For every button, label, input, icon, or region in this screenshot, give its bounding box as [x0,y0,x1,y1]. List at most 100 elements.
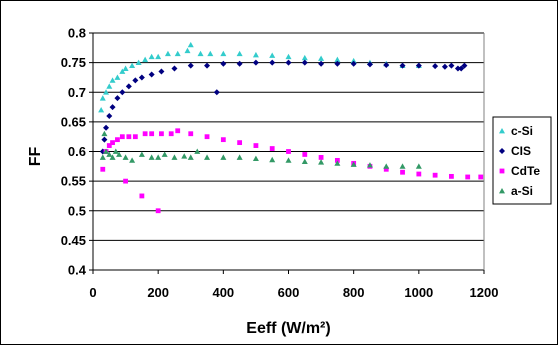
y-tick-label: 0.8 [68,26,86,41]
data-point [236,154,243,160]
data-point [318,55,325,61]
data-point [301,54,308,61]
legend-label: CdTe [511,164,540,178]
series-cis [99,59,468,155]
data-point [135,59,142,66]
data-point [252,51,259,58]
data-point [399,163,406,169]
data-point [155,53,162,60]
data-point [285,59,292,66]
data-point [416,171,422,177]
data-point [415,163,422,169]
data-point [171,65,178,72]
data-point [138,74,145,81]
data-point [187,62,194,69]
data-point [187,154,194,160]
data-point [112,148,119,154]
data-point [122,65,129,71]
x-tick-label: 0 [89,285,96,300]
data-point [106,112,113,119]
data-point [197,50,204,57]
data-point [103,89,110,95]
data-point [139,193,145,199]
legend: c-Si CIS CdTe a-Si [492,116,552,205]
data-point [142,131,148,137]
data-point [318,155,324,160]
data-point [164,50,171,57]
data-point [448,62,455,69]
data-point [415,62,422,69]
data-point [110,140,115,146]
data-point [109,154,116,160]
data-point [119,89,126,96]
y-tick-label: 0.45 [61,233,86,248]
legend-marker [499,168,505,174]
data-point [350,57,357,64]
data-point [334,56,341,63]
data-point [458,65,465,72]
legend-item: CIS [499,144,531,158]
data-point [465,174,471,180]
x-axis-title: Eeff (W/m²) [246,320,330,337]
data-point [302,152,308,157]
y-tick-label: 0.75 [61,55,86,70]
data-point [269,146,275,151]
x-tick-label: 600 [278,285,300,300]
data-point [366,162,373,168]
data-point [109,77,116,83]
data-point [138,151,145,157]
data-point [100,166,106,172]
data-point [99,154,106,160]
data-point [252,59,259,66]
data-point [148,154,155,160]
data-point [286,149,291,154]
data-point [106,151,113,157]
data-point [269,156,276,163]
data-point [383,163,390,169]
legend-item: a-Si [499,184,533,198]
data-point [350,60,357,67]
data-point [220,50,227,57]
data-point [99,95,106,101]
data-point [204,62,211,69]
data-point [237,140,243,146]
data-point [334,60,341,67]
legend-item: CdTe [499,164,540,178]
x-tick-label: 1200 [470,285,499,300]
data-point [168,131,174,137]
data-point [149,131,155,137]
data-point [194,148,201,154]
data-point [318,60,325,67]
data-point [115,137,120,143]
data-point [125,83,132,90]
data-point [213,89,220,96]
data-point [478,174,484,180]
data-point [220,60,227,67]
data-point [220,154,227,160]
data-point [432,172,438,178]
data-point [114,95,121,102]
data-point [252,155,259,162]
data-point [187,41,194,48]
y-tick-label: 0.5 [68,203,86,218]
data-point [103,148,110,154]
legend-label: a-Si [511,184,533,198]
data-point [454,65,461,72]
data-point [383,166,389,172]
legend-item: c-Si [499,124,533,138]
data-point [142,56,149,63]
series-a-si [99,130,422,169]
data-point [318,159,325,165]
legend-label: CIS [511,144,531,158]
data-point [126,134,132,140]
data-point [350,161,357,167]
data-point [132,134,138,140]
data-point [129,62,136,68]
data-point [159,131,164,137]
data-point [101,130,108,137]
data-point [449,173,454,179]
data-point [174,50,181,57]
data-point [188,131,194,137]
data-point [129,157,136,163]
